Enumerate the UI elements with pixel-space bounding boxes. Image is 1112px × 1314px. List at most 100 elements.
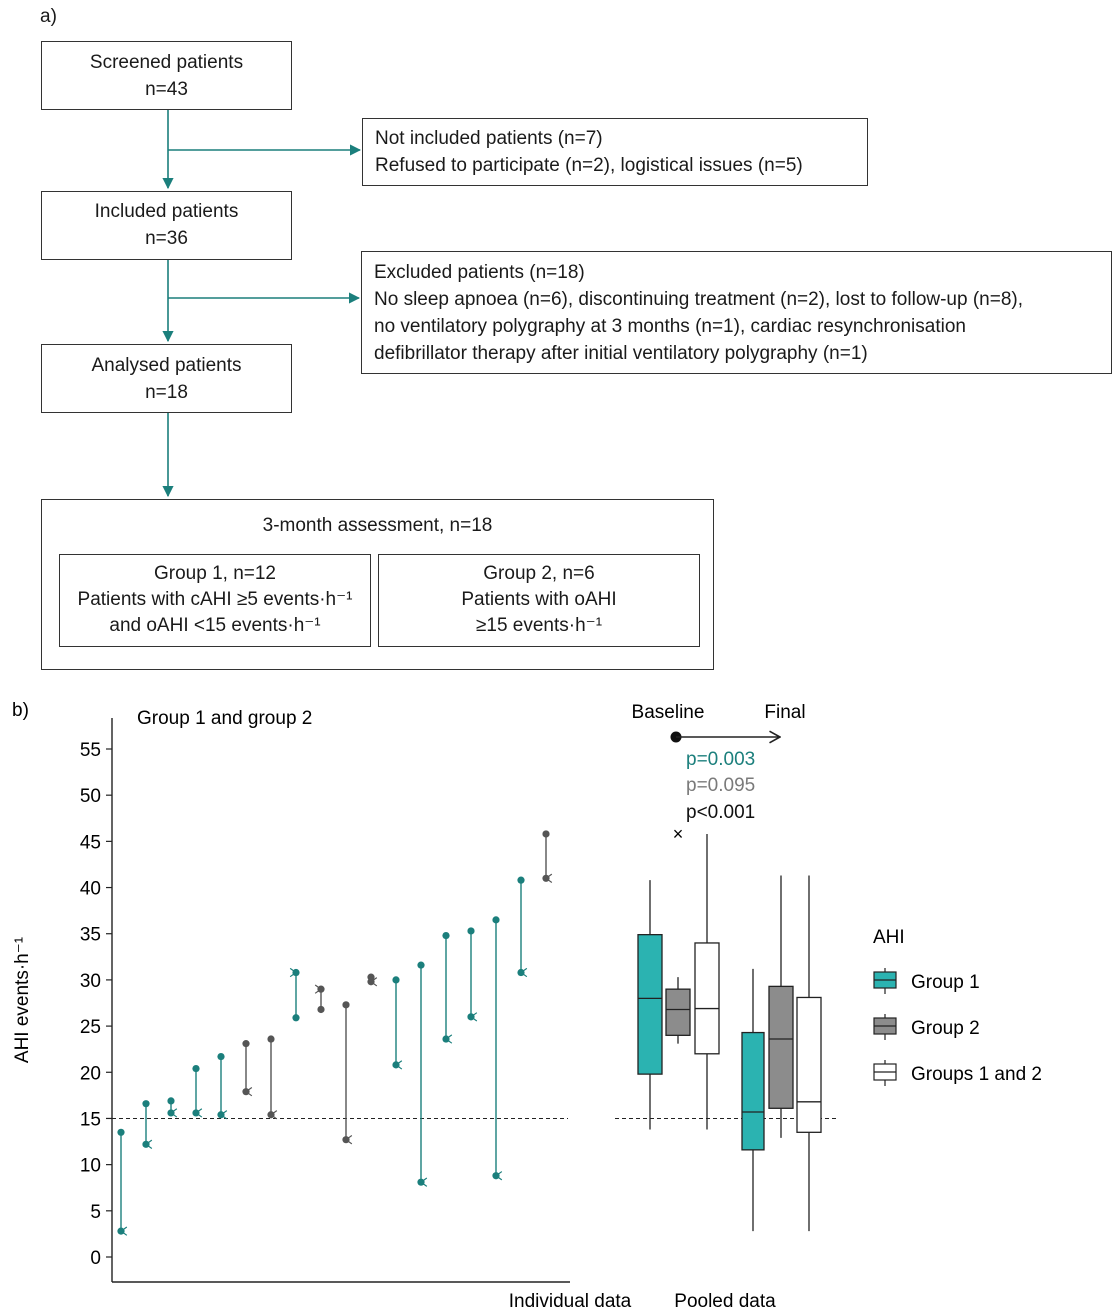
individual-baseline-point [142,1100,150,1108]
group2-title: Group 2, n=6 [483,563,595,584]
y-axis-label: AHI events·h⁻¹ [12,937,33,1063]
group1-criteria-1: Patients with cAHI ≥5 events·h⁻¹ [77,589,353,610]
individual-baseline-point [492,916,500,924]
y-tick-label: 35 [80,925,101,946]
box-group-2-final [768,985,794,1109]
y-tick-label: 15 [80,1109,101,1130]
outlier-marker: × [673,824,684,844]
excluded-reasons-2: no ventilatory polygraphy at 3 months (n… [374,316,966,337]
individual-baseline-point [292,1014,300,1022]
individual-baseline-point [342,1001,350,1009]
screened-count: n=43 [145,79,188,100]
individual-final-point [492,1172,500,1180]
assessment-box: 3-month assessment, n=18 Group 1, n=12 P… [41,499,714,670]
individual-final-point [542,874,550,882]
group2-criteria-1: Patients with oAHI [461,589,617,610]
not-included-box: Not included patients (n=7) Refused to p… [362,118,868,186]
individual-final-point [417,1178,425,1186]
y-tick-label: 55 [80,740,101,761]
assessment-title: 3-month assessment, n=18 [262,515,493,536]
included-title: Included patients [94,201,239,222]
group2-criteria-2: ≥15 events·h⁻¹ [475,615,603,636]
flowchart-connectors [162,110,362,498]
group1-box: Group 1, n=12 Patients with cAHI ≥5 even… [59,554,371,647]
individual-final-point [292,968,300,977]
p-value-group1: p=0.003 [686,749,755,770]
individual-final-point [342,1136,350,1144]
individual-subtitle: Group 1 and group 2 [137,708,312,729]
individual-final-point [117,1227,125,1235]
individual-data [117,830,549,1234]
individual-baseline-point [242,1040,250,1048]
individual-baseline-point [467,927,475,935]
analysed-patients-box: Analysed patients n=18 [41,344,292,413]
screened-title: Screened patients [89,52,244,73]
individual-final-point [392,1061,400,1069]
individual-baseline-point [517,876,525,884]
y-tick-label: 30 [80,971,101,992]
individual-final-point [367,978,375,986]
individual-final-point [242,1088,250,1096]
individual-final-point [442,1035,450,1043]
final-label: Final [764,702,805,723]
legend-label-group1: Group 1 [911,972,980,993]
group1-title: Group 1, n=12 [153,563,276,584]
box-group-2-baseline [665,988,691,1036]
box-groups-1-and-2-baseline [694,942,720,1055]
individual-baseline-point [267,1035,275,1043]
legend-label-group2: Group 2 [911,1018,980,1039]
individual-baseline-point [542,830,550,838]
individual-final-point [217,1111,225,1119]
legend-all: Groups 1 and 2 [873,1060,1042,1086]
box-group-1-final [741,1031,765,1151]
excluded-reasons-3: defibrillator therapy after initial vent… [374,343,868,364]
baseline-label: Baseline [632,702,705,723]
excluded-title: Excluded patients (n=18) [374,262,585,283]
x-label-pooled: Pooled data [674,1291,776,1312]
y-tick-label: 20 [80,1063,101,1084]
y-ticks: 0 5 10 15 20 25 30 35 40 45 50 55 [80,740,112,1269]
not-included-reasons: Refused to participate (n=2), logistical… [375,155,803,176]
included-count: n=36 [145,228,188,249]
excluded-box: Excluded patients (n=18) No sleep apnoea… [361,251,1112,374]
y-tick-label: 50 [80,786,101,807]
legend-title: AHI [873,927,905,948]
individual-baseline-point [417,961,425,969]
y-tick-label: 10 [80,1156,101,1177]
individual-final-point [517,968,525,977]
individual-baseline-point [317,1005,325,1014]
individual-final-point [467,1013,475,1021]
individual-final-point [317,985,325,993]
individual-baseline-point [167,1097,175,1105]
individual-baseline-point [217,1052,225,1061]
not-included-title: Not included patients (n=7) [375,128,603,149]
included-patients-box: Included patients n=36 [41,191,292,260]
group1-criteria-2: and oAHI <15 events·h⁻¹ [109,615,321,636]
individual-baseline-point [392,976,400,984]
panel-b-label: b) [12,700,29,721]
box-groups-1-and-2-final [796,996,822,1133]
individual-final-point [267,1111,275,1119]
p-value-all: p<0.001 [686,802,755,823]
excluded-reasons-1: No sleep apnoea (n=6), discontinuing tre… [374,289,1024,310]
group2-box: Group 2, n=6 Patients with oAHI ≥15 even… [378,554,700,647]
y-tick-label: 40 [80,879,101,900]
individual-baseline-point [192,1064,200,1073]
legend-group1: Group 1 [873,968,980,994]
y-tick-label: 5 [90,1202,101,1223]
individual-baseline-point [442,931,450,940]
pooled-boxplots: × [637,824,822,1232]
individual-final-point [192,1109,200,1117]
screened-patients-box: Screened patients n=43 [41,41,292,110]
box-group-1-baseline [637,934,663,1075]
analysed-title: Analysed patients [91,355,242,376]
y-tick-label: 0 [90,1248,101,1269]
p-value-group2: p=0.095 [686,775,755,796]
individual-final-point [167,1109,175,1117]
panel-a-label: a) [40,6,57,27]
analysed-count: n=18 [145,382,188,403]
individual-baseline-point [117,1128,125,1136]
legend-label-all: Groups 1 and 2 [911,1064,1042,1085]
x-label-individual: Individual data [509,1291,632,1312]
